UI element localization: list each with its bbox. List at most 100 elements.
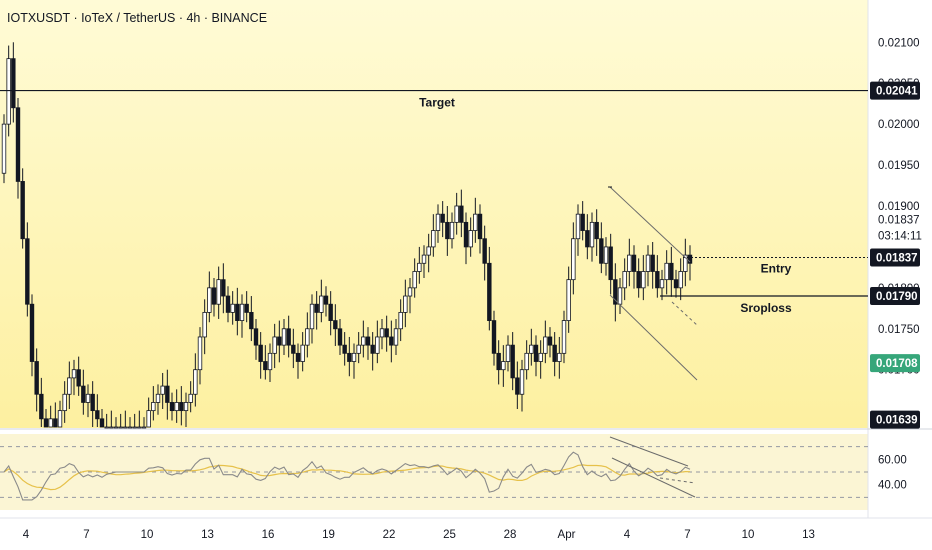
candle-body <box>174 402 179 412</box>
candle-body <box>379 328 385 338</box>
time-tick-label: 25 <box>443 529 456 541</box>
candle-body <box>622 271 627 289</box>
candle-body <box>645 254 651 272</box>
candle-body <box>132 426 137 429</box>
candle-body <box>267 352 273 371</box>
price-tag-label: 0.02041 <box>876 86 918 98</box>
candle-body <box>225 295 231 313</box>
price-pane-background <box>0 0 868 428</box>
candle-body <box>295 352 301 362</box>
candle-body <box>575 213 581 240</box>
candle-body <box>608 246 613 281</box>
candle-body <box>389 336 394 346</box>
price-tag-box <box>870 287 920 306</box>
candle-body <box>127 426 133 429</box>
time-tick-label: 10 <box>742 529 755 541</box>
candle-body <box>533 344 539 362</box>
candle-body <box>589 221 595 248</box>
candle-body <box>426 246 431 256</box>
candle-body <box>1 123 7 174</box>
price-tag-box <box>870 248 920 267</box>
candle-body <box>342 344 347 354</box>
candle-body <box>636 271 641 289</box>
rsi-trend-upper[interactable] <box>609 436 689 467</box>
candle-body <box>323 295 329 305</box>
candle-body <box>365 336 371 346</box>
candle-body <box>85 393 91 403</box>
candle-body <box>244 303 249 313</box>
candle-body <box>197 336 203 371</box>
candle-body <box>118 426 123 429</box>
candle-body <box>169 402 175 412</box>
candle-body <box>566 279 571 321</box>
candle-body <box>123 426 128 429</box>
candle-body <box>277 336 282 346</box>
price-tag-box <box>870 354 920 373</box>
candle-body <box>431 230 436 248</box>
price-tick-label: 0.02100 <box>878 37 920 49</box>
price-tag-label: 0.01708 <box>876 358 918 370</box>
candle-body <box>515 377 520 395</box>
price-tag-label: 0.01639 <box>876 415 918 427</box>
candle-body <box>487 262 492 321</box>
candle-body <box>538 352 543 362</box>
candle-body <box>384 328 389 338</box>
candle-body <box>351 352 357 362</box>
time-tick-label: 22 <box>383 529 396 541</box>
price-tick-label: 0.01900 <box>878 201 920 213</box>
candle-body <box>179 402 184 412</box>
candle-body <box>519 369 525 395</box>
rsi-trend-lower[interactable] <box>611 457 696 498</box>
candle-body <box>216 279 221 305</box>
candle-body <box>361 336 366 346</box>
candle-body <box>496 352 501 371</box>
candle-body <box>48 418 53 428</box>
price-tag-box <box>870 81 920 100</box>
price-axis[interactable]: 0.021000.020500.020000.019500.019000.018… <box>870 37 922 429</box>
candle-body <box>151 402 156 412</box>
chart-title: IOTXUSDT · IoTeX / TetherUS · 4h · BINAN… <box>7 11 267 25</box>
candle-body <box>659 279 665 289</box>
candle-body <box>239 303 245 321</box>
candle-body <box>631 254 637 272</box>
candle-body <box>524 352 529 371</box>
target-label: Target <box>419 96 455 110</box>
price-tick-label: 0.01750 <box>878 324 920 336</box>
candle-body <box>230 303 235 313</box>
candle-body <box>375 336 380 354</box>
candle-body <box>491 320 497 354</box>
candle-body <box>477 213 483 240</box>
candle-body <box>291 344 296 354</box>
candle-body <box>613 279 618 305</box>
candle-body <box>580 213 585 231</box>
rsi-tick-label: 40.00 <box>878 480 907 492</box>
candle-body <box>193 369 198 395</box>
candles-layer <box>1 42 693 429</box>
candle-body <box>165 385 170 403</box>
candle-body <box>202 312 207 338</box>
candle-body <box>211 287 217 305</box>
candle-body <box>319 295 324 313</box>
candle-body <box>300 344 305 362</box>
time-tick-label: 7 <box>83 529 89 541</box>
last-price-label: 0.01837 <box>878 215 920 227</box>
time-tick-label: 4 <box>624 529 631 541</box>
candle-body <box>81 385 86 403</box>
channel-upper-line[interactable] <box>609 186 691 263</box>
channel-lower-line[interactable] <box>609 294 698 381</box>
candle-body <box>99 418 105 428</box>
candle-body <box>673 279 679 289</box>
price-tag-label: 0.01790 <box>876 291 918 303</box>
candle-body <box>207 287 212 313</box>
candle-body <box>272 336 277 354</box>
candle-body <box>258 344 263 362</box>
candle-body <box>137 426 142 429</box>
candle-body <box>403 295 408 313</box>
candle-body <box>160 385 165 395</box>
candle-body <box>76 369 81 387</box>
candle-body <box>90 393 95 412</box>
candle-body <box>146 410 151 428</box>
time-axis[interactable]: 4 7 10 13 16 19 22 25 28 Apr 4 7 10 13 <box>23 529 815 541</box>
candle-body <box>328 303 333 321</box>
